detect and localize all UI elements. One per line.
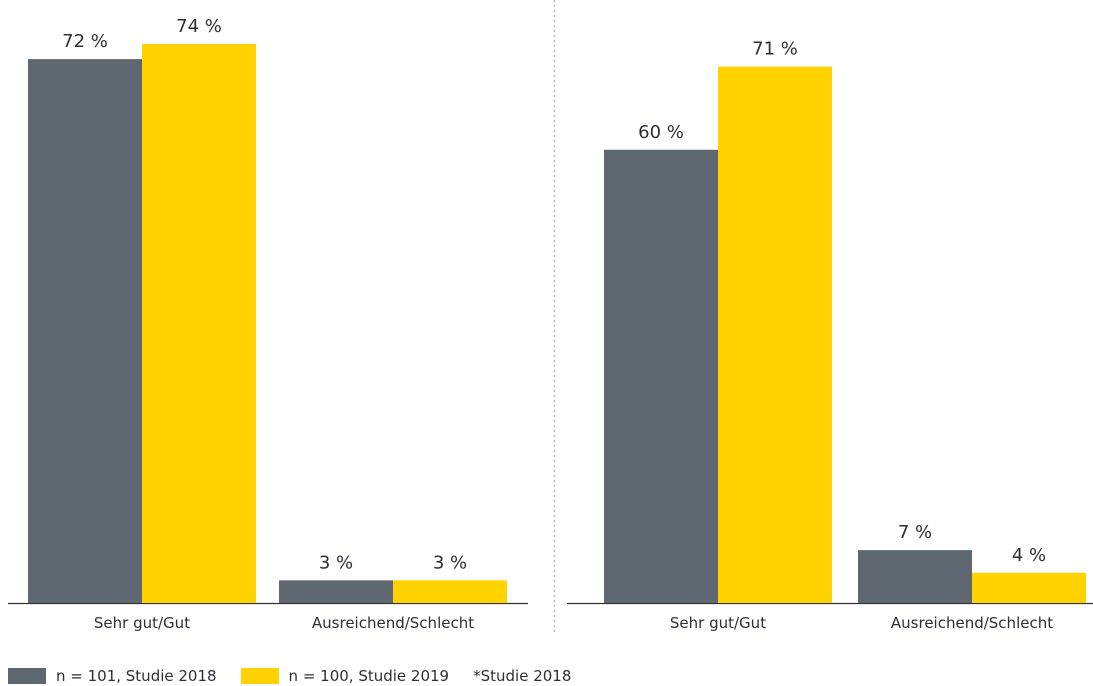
bar-chart2-1-s1 [604, 149, 718, 603]
bar-chart2-2-s1 [858, 550, 972, 603]
legend-item-2018: n = 101, Studie 2018 [8, 667, 217, 685]
category-label-chart2-2: Ausreichend/Schlecht [891, 614, 1053, 632]
value-label-chart2-2-s2: 4 % [1012, 545, 1046, 566]
value-label-chart1-1-s2: 74 % [176, 16, 222, 37]
bar-chart1-2-s2 [393, 580, 507, 603]
value-label-chart2-1-s2: 71 % [752, 39, 798, 60]
value-label-chart1-2-s1: 3 % [319, 552, 353, 573]
category-label-chart2-1: Sehr gut/Gut [670, 614, 766, 632]
legend-swatch-2018 [8, 668, 46, 684]
bar-chart2-2-s2 [972, 572, 1086, 603]
legend-note: *Studie 2018 [473, 667, 572, 685]
legend-label-2018: n = 101, Studie 2018 [56, 667, 217, 685]
bar-chart1-1-s2 [142, 44, 256, 603]
category-label-chart1-1: Sehr gut/Gut [94, 614, 190, 632]
value-label-chart2-2-s1: 7 % [898, 522, 932, 543]
legend-swatch-2019 [240, 668, 279, 684]
bar-chart2-1-s2 [718, 66, 832, 603]
category-label-chart1-2: Ausreichend/Schlecht [312, 614, 474, 632]
bar-chart1-2-s1 [279, 580, 393, 603]
legend-item-2019: n = 100, Studie 2019 [240, 667, 450, 685]
value-label-chart1-2-s2: 3 % [433, 552, 467, 573]
bar-chart1-1-s1 [28, 59, 142, 604]
chart-canvas: 72 % 74 % Sehr gut/Gut 3 % 3 % Ausreichend/Sc… [8, 0, 1093, 632]
legend: n = 101, Studie 2018 n = 100, Studie 201… [8, 666, 571, 686]
value-label-chart1-1-s1: 72 % [62, 31, 108, 52]
legend-label-2019: n = 100, Studie 2019 [288, 667, 450, 685]
value-label-chart2-1-s1: 60 % [638, 122, 684, 143]
